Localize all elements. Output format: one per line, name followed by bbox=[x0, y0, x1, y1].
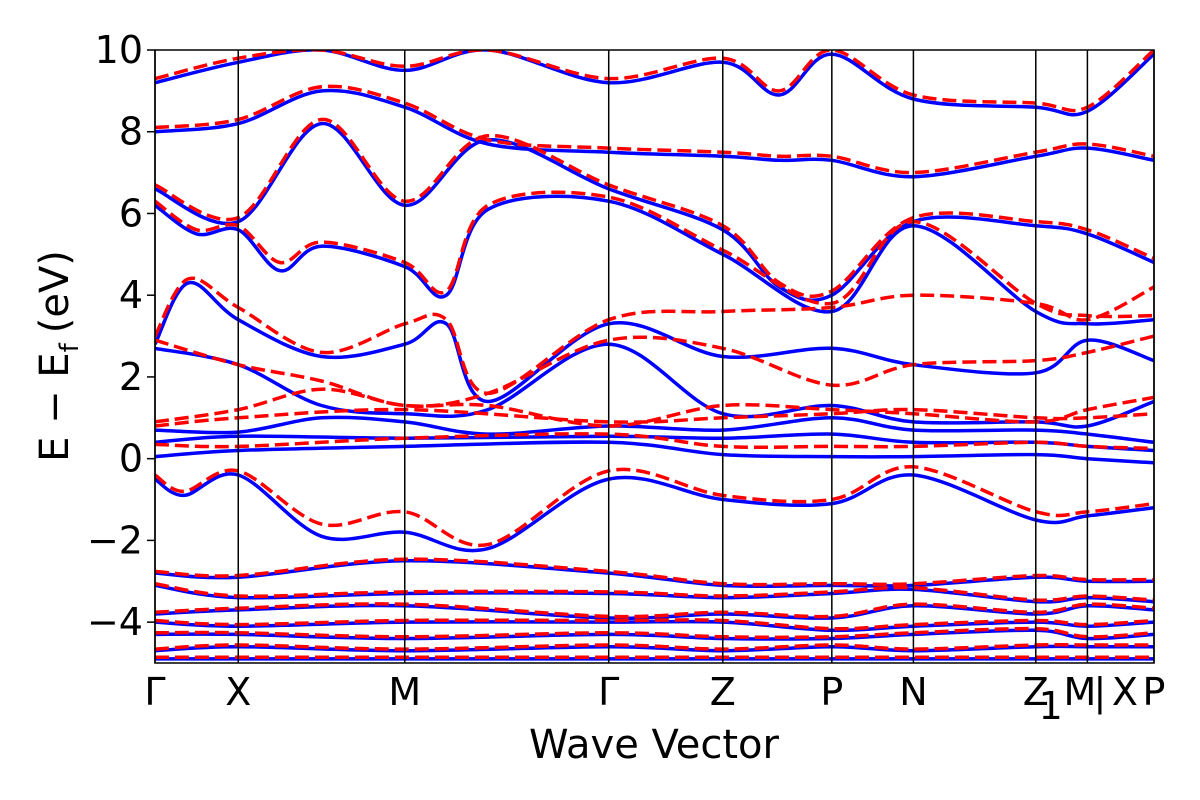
y-tick-label-7: 10 bbox=[95, 28, 143, 72]
y-tick-label-2: 0 bbox=[119, 437, 143, 481]
blue-solid-band-5 bbox=[155, 280, 1154, 404]
blue-solid-band-8 bbox=[155, 88, 1154, 179]
red-dashed-band-6 bbox=[155, 190, 1154, 319]
blue-solid-band-3 bbox=[155, 415, 1154, 445]
red-dashed-band-4 bbox=[155, 334, 1154, 408]
x-tick-label-4: Z bbox=[710, 670, 736, 714]
deep-band-red-0 bbox=[155, 557, 1154, 587]
y-tick-label-4: 4 bbox=[119, 273, 143, 317]
deep-band-red-2 bbox=[155, 602, 1154, 619]
x-tick-label-5: P bbox=[820, 670, 843, 714]
blue-solid-band-0 bbox=[155, 472, 1154, 553]
x-tick-label-10: | bbox=[1093, 670, 1106, 715]
x-tick-label-8: M bbox=[1064, 670, 1097, 714]
blue-solid-band-6 bbox=[155, 194, 1154, 326]
plot-frame bbox=[154, 49, 1155, 664]
x-tick-label-2: M bbox=[388, 670, 421, 714]
red-dashed-band-5 bbox=[155, 276, 1154, 396]
blue-solid-band-7 bbox=[155, 121, 1154, 303]
red-dashed-band-0 bbox=[155, 465, 1154, 548]
y-axis-label-main: E − E bbox=[32, 352, 78, 462]
x-tick-label-1: X bbox=[225, 670, 251, 714]
y-tick-label-0: −4 bbox=[87, 600, 143, 644]
deep-band-red-1 bbox=[155, 581, 1154, 603]
red-dashed-band-7 bbox=[155, 117, 1154, 298]
red-dashed-band-3 bbox=[155, 387, 1154, 428]
deep-band-red-3 bbox=[155, 618, 1154, 631]
y-tick-label-1: −2 bbox=[87, 518, 143, 562]
blue-solid-band-9 bbox=[155, 50, 1154, 117]
deep-band-red-5 bbox=[155, 642, 1154, 651]
red-dashed-band-2 bbox=[155, 407, 1154, 428]
deep-band-red-4 bbox=[155, 626, 1154, 640]
x-tick-label-0: Γ bbox=[144, 670, 165, 714]
y-axis-label-unit: (eV) bbox=[32, 250, 78, 333]
x-tick-label-12: P bbox=[1143, 670, 1166, 714]
y-axis-label-sub: f bbox=[55, 342, 85, 352]
x-tick-label-11: X bbox=[1112, 670, 1138, 714]
x-tick-label-3: Γ bbox=[598, 670, 619, 714]
y-axis-label: E − Ef (eV) bbox=[32, 250, 85, 462]
y-tick-label-6: 8 bbox=[119, 110, 143, 154]
deep-band-blue-0 bbox=[155, 559, 1154, 589]
x-axis-ticks: Γ X M Γ Z P N Z M1 | X P bbox=[144, 670, 1165, 728]
x-tick-label-7: Z bbox=[1023, 670, 1049, 714]
red-dashed-band-1 bbox=[155, 432, 1154, 451]
x-tick-label-6: N bbox=[899, 670, 927, 714]
bands-layer bbox=[155, 50, 1154, 661]
red-dashed-band-9 bbox=[155, 50, 1154, 113]
blue-solid-band-1 bbox=[155, 440, 1154, 465]
y-tick-label-5: 6 bbox=[119, 191, 143, 235]
y-axis-ticks: −4 −2 0 2 4 6 8 10 bbox=[87, 28, 155, 644]
y-tick-label-3: 2 bbox=[119, 355, 143, 399]
svg-text:E − Ef(eV): E − Ef (eV) bbox=[32, 250, 85, 462]
x-axis-label: Wave Vector bbox=[529, 722, 780, 768]
red-dashed-band-8 bbox=[155, 84, 1154, 175]
x-tick-label-9: 1 bbox=[1039, 684, 1063, 728]
